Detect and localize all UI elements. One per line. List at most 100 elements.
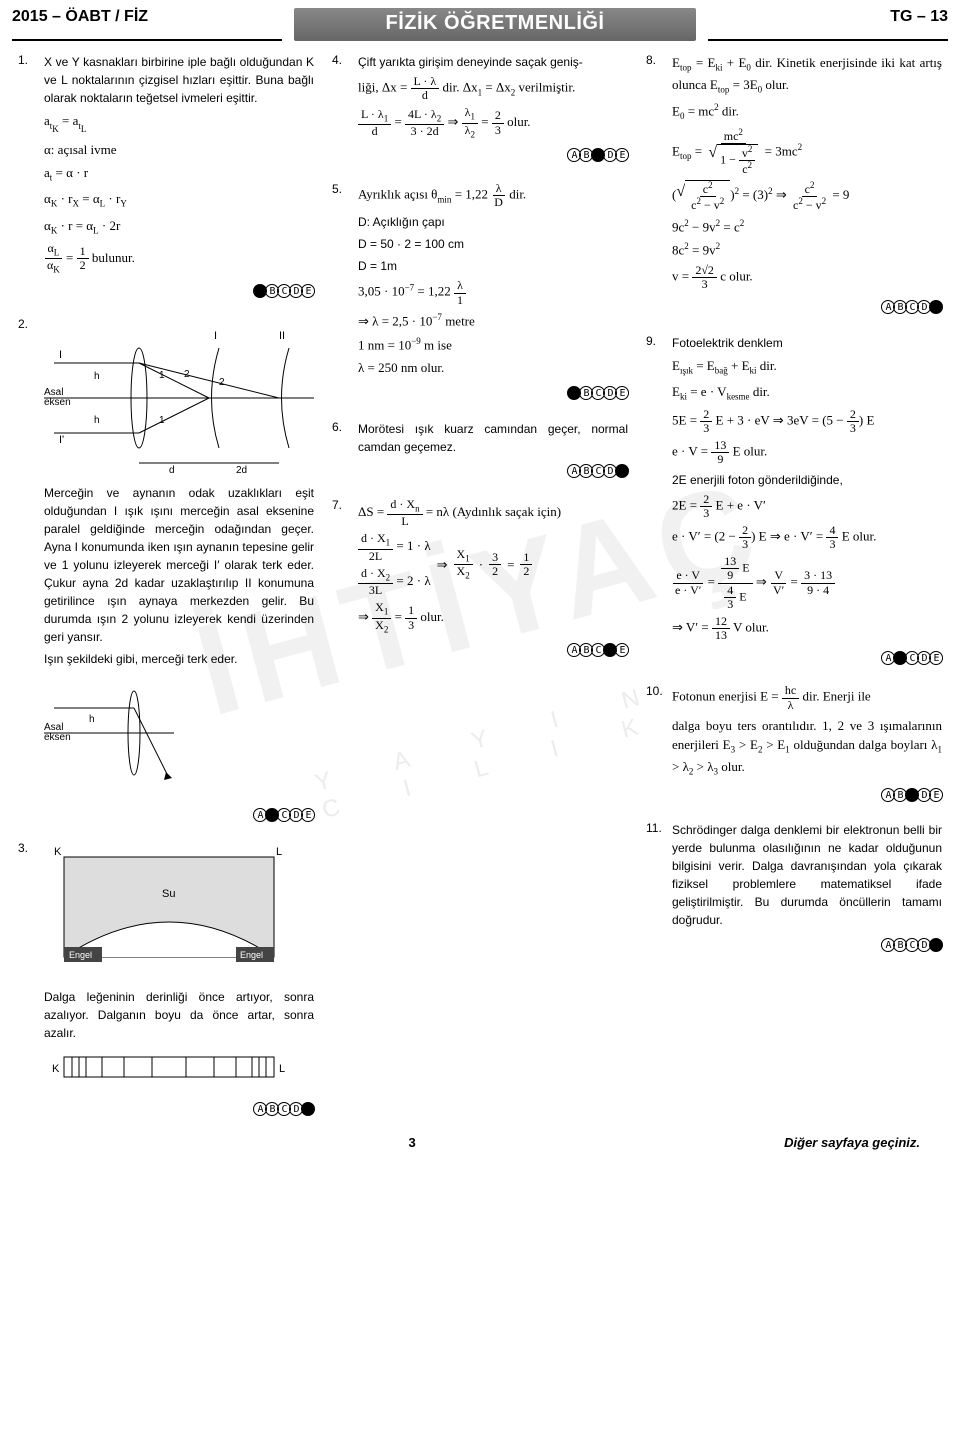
q5-line-h: λ = 250 nm olur. (358, 358, 628, 378)
q9-line-c: Eki = e · Vkesme dir. (672, 382, 942, 404)
q2-text: Merceğin ve aynanın odak uzaklıkları eşi… (44, 484, 314, 646)
qnum: 7. (332, 498, 350, 659)
svg-text:h: h (94, 371, 100, 382)
qnum: 1. (18, 53, 36, 299)
svg-text:Engel: Engel (69, 950, 92, 960)
question-6: 6. Morötesi ışık kuarz camından geçer, n… (332, 420, 628, 480)
q9-line-a: Fotoelektrik denklem (672, 334, 942, 352)
q5-line-f: ⇒ λ = 2,5 · 10−7 metre (358, 311, 628, 331)
question-11: 11. Schrödinger dalga denklemi bir elekt… (646, 821, 942, 953)
q9-line-d: 5E = 23 E + 3 · eV ⇒ 3eV = (5 − 23) E (672, 408, 942, 435)
qnum: 10. (646, 684, 664, 803)
q5-line-b: D: Açıklığın çapı (358, 213, 628, 231)
svg-text:eksen: eksen (44, 397, 71, 408)
q8-line-b: Etop = mc21 − v2c2 = 3mc2 (672, 128, 942, 177)
q1-eq-b: α: açısal ivme (44, 140, 314, 160)
q5-answers: ABCDE (358, 384, 628, 402)
q8-line-c: 9c2 − 9v2 = c2 (672, 217, 942, 237)
svg-text:2: 2 (184, 369, 190, 380)
q7-line-e: ⇒ X1X2 = 13 olur. (358, 601, 628, 635)
q3-answers: ABCDE (44, 1099, 314, 1117)
svg-text:K: K (54, 847, 62, 858)
q4-eq-a: liği, Δx = L · λd dir. Δx1 = Δx2 verilmi… (358, 75, 628, 102)
svg-text:II: II (279, 330, 285, 342)
svg-text:L: L (279, 1063, 285, 1075)
question-7: 7. ΔS = d · XnL = nλ (Aydınlık saçak içi… (332, 498, 628, 659)
q3-diagram: Engel Engel K L Su (44, 847, 294, 977)
svg-text:I': I' (59, 434, 64, 446)
q8-line-d: 8c2 = 9v2 (672, 240, 942, 260)
q9-line-e: e · V = 139 E olur. (672, 439, 942, 466)
q7-line-a: ΔS = d · XnL = nλ (Aydınlık saçak için) (358, 498, 628, 528)
question-5: 5. Ayrıklık açısı θmin = 1,22 λD dir. D:… (332, 182, 628, 402)
header-left: 2015 – ÖABT / FİZ (12, 8, 282, 41)
q5-line-e: 3,05 · 10−7 = 1,22 λ1 (358, 279, 628, 306)
q2-diagram-2: h Asal eksen (44, 678, 174, 788)
footer: 3 Diğer sayfaya geçiniz. (0, 1129, 960, 1156)
svg-text:I: I (59, 349, 62, 361)
q8-line-e: v = 2√23 c olur. (672, 264, 942, 291)
q1-eq-d: αK · rX = αL · rY (44, 189, 314, 211)
header: 2015 – ÖABT / FİZ FİZİK ÖĞRETMENLİĞİ TG … (0, 0, 960, 41)
column-3: 8. Etop = Eki + E0 dir. Kinetik enerjisi… (646, 53, 942, 1117)
column-1: 1. X ve Y kasnakları birbirine iple bağl… (18, 53, 314, 1117)
qnum: 5. (332, 182, 350, 402)
question-2: 2. I I' I II h h (18, 317, 314, 823)
svg-text:h: h (94, 415, 100, 426)
q6-text: Morötesi ışık kuarz camından geçer, norm… (358, 420, 628, 456)
svg-text:K: K (52, 1063, 60, 1075)
question-10: 10. Fotonun enerjisi E = hcλ dir. Enerji… (646, 684, 942, 803)
q8-line-b2: (c2c2 − v2)2 = (3)2 ⇒ c2c2 − v2 = 9 (672, 180, 942, 212)
content-columns: 1. X ve Y kasnakları birbirine iple bağl… (0, 41, 960, 1129)
q5-line-a: Ayrıklık açısı θmin = 1,22 λD dir. (358, 182, 628, 209)
q4-eq-b: L · λ1d = 4L · λ23 · 2d ⇒ λ1λ2 = 23 olur… (358, 106, 628, 140)
q1-eq-c: at = α · r (44, 163, 314, 185)
q1-eq-e: αK · r = αL · 2r (44, 216, 314, 238)
q4-text-a: Çift yarıkta girişim deneyinde saçak gen… (358, 53, 628, 71)
svg-text:Engel: Engel (240, 950, 263, 960)
svg-text:I: I (214, 330, 217, 342)
svg-text:eksen: eksen (44, 732, 71, 743)
q1-eq-f: αLαK = 12 bulunur. (44, 242, 314, 276)
q10-answers: ABCDE (672, 785, 942, 803)
q11-answers: ABCDE (672, 935, 942, 953)
q8-text: Etop = Eki + E0 dir. Kinetik enerjisinde… (672, 53, 942, 97)
q8-line-a: E0 = mc2 dir. (672, 101, 942, 123)
q2-answers: ABCDE (44, 805, 314, 823)
q11-text: Schrödinger dalga denklemi bir elektronu… (672, 821, 942, 929)
svg-text:h: h (89, 714, 95, 725)
q9-line-i: e · Ve · V′ = 139 E43 E ⇒ VV′ = 3 · 139 … (672, 555, 942, 611)
q5-line-c: D = 50 · 2 = 100 cm (358, 235, 628, 253)
q9-line-h: e · V′ = (2 − 23) E ⇒ e · V′ = 43 E olur… (672, 524, 942, 551)
qnum: 2. (18, 317, 36, 823)
header-banner: FİZİK ÖĞRETMENLİĞİ (294, 8, 696, 41)
column-2: 4. Çift yarıkta girişim deneyinde saçak … (332, 53, 628, 1117)
svg-text:2: 2 (219, 377, 225, 388)
q7-line-b: d · X12L = 1 · λ d · X23L = 2 · λ ⇒ X1X2… (358, 532, 628, 597)
svg-text:d: d (169, 465, 175, 473)
qnum: 6. (332, 420, 350, 480)
q1-eq-a: atK = atL (44, 111, 314, 136)
q3-diagram-2: K L (44, 1052, 294, 1082)
question-8: 8. Etop = Eki + E0 dir. Kinetik enerjisi… (646, 53, 942, 316)
q7-answers: ABCDE (358, 641, 628, 659)
qnum: 9. (646, 334, 664, 667)
page-number: 3 (408, 1135, 415, 1150)
svg-text:L: L (276, 847, 282, 858)
q10-text-b: dalga boyu ters orantılıdır. 1, 2 ve 3 ı… (672, 716, 942, 780)
q9-line-j: ⇒ V′ = 1213 V olur. (672, 615, 942, 642)
qnum: 11. (646, 821, 664, 953)
q8-answers: ABCDE (672, 298, 942, 316)
qnum: 4. (332, 53, 350, 164)
q9-line-f: 2E enerjili foton gönderildiğinde, (672, 471, 942, 489)
q9-line-b: Eışık = Ebağ + Eki dir. (672, 356, 942, 378)
q9-line-g: 2E = 23 E + e · V′ (672, 493, 942, 520)
q10-text-a: Fotonun enerjisi E = hcλ dir. Enerji ile (672, 684, 942, 711)
q5-line-g: 1 nm = 10−9 m ise (358, 335, 628, 355)
question-9: 9. Fotoelektrik denklem Eışık = Ebağ + E… (646, 334, 942, 667)
header-right: TG – 13 (708, 8, 948, 41)
qnum: 3. (18, 841, 36, 1117)
svg-text:1: 1 (159, 370, 165, 381)
q1-text: X ve Y kasnakları birbirine iple bağlı o… (44, 53, 314, 107)
qnum: 8. (646, 53, 664, 316)
